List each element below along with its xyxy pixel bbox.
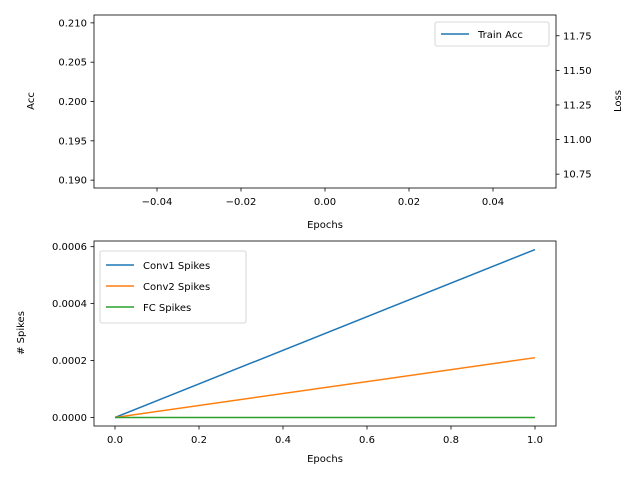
bottom-y-tick-label: 0.0002 <box>52 356 87 367</box>
bottom-x-tick-label: 0.4 <box>275 435 291 446</box>
bottom-legend: Conv1 Spikes Conv2 Spikes FC Spikes <box>99 250 247 324</box>
bottom-x-tick-label: 1.0 <box>527 435 543 446</box>
top-y-tick-label: 0.210 <box>58 18 87 29</box>
bottom-x-tick-label: 0.8 <box>443 435 459 446</box>
bottom-x-tick-label: 0.2 <box>191 435 207 446</box>
top-y2-tick-label: 11.00 <box>563 135 592 146</box>
bottom-y-tick-label: 0.0000 <box>52 413 87 424</box>
top-y-axis-label: Acc <box>26 92 37 110</box>
top-legend: Train Acc <box>434 21 550 47</box>
top-y2-ticks: 10.75 11.00 11.25 11.50 11.75 <box>556 31 592 181</box>
top-y-tick-label: 0.200 <box>58 97 87 108</box>
top-y2-tick-label: 11.75 <box>563 31 592 42</box>
top-x-axis-label: Epochs <box>307 220 343 231</box>
top-y2-tick-label: 10.75 <box>563 170 592 181</box>
bottom-x-ticks: 0.0 0.2 0.4 0.6 0.8 1.0 <box>107 426 543 446</box>
bottom-x-tick-label: 0.0 <box>107 435 123 446</box>
bottom-legend-label-conv1: Conv1 Spikes <box>143 261 210 272</box>
top-legend-label: Train Acc <box>477 30 523 41</box>
bottom-y-axis-label: # Spikes <box>16 311 27 355</box>
bottom-legend-box <box>99 250 247 324</box>
bottom-series-line-0 <box>114 248 536 419</box>
top-x-tick-label: 0.00 <box>314 197 336 208</box>
top-legend-box <box>434 21 550 47</box>
bottom-legend-label-fc: FC Spikes <box>143 303 191 314</box>
bottom-y-tick-label: 0.0006 <box>52 242 87 253</box>
top-y2-tick-label: 11.50 <box>563 66 592 77</box>
bottom-series <box>114 248 536 419</box>
bottom-y-tick-label: 0.0004 <box>52 299 87 310</box>
top-y2-axis-label: Loss <box>613 90 624 112</box>
top-y2-tick-label: 11.25 <box>563 100 592 111</box>
top-chart: −0.04 −0.02 0.00 0.02 0.04 0.1900.1950.2000.… <box>26 14 624 231</box>
top-x-tick-label: −0.02 <box>226 197 257 208</box>
top-y-tick-label: 0.205 <box>58 58 87 69</box>
bottom-series-line-1 <box>114 356 536 419</box>
top-x-tick-label: 0.04 <box>482 197 504 208</box>
top-x-tick-label: 0.02 <box>398 197 420 208</box>
top-x-tick-label: −0.04 <box>142 197 173 208</box>
bottom-chart: 0.0 0.2 0.4 0.6 0.8 1.0 0.00000.00020.00040.0… <box>16 240 557 465</box>
bottom-y-ticks: 0.0000 0.0002 0.0004 0.0006 <box>52 242 94 424</box>
top-x-ticks: −0.04 −0.02 0.00 0.02 0.04 <box>142 188 504 208</box>
bottom-legend-label-conv2: Conv2 Spikes <box>143 282 210 293</box>
top-y-tick-label: 0.195 <box>58 136 87 147</box>
top-y-ticks: 0.190 0.195 0.200 0.205 0.210 <box>58 18 94 187</box>
bottom-x-tick-label: 0.6 <box>359 435 375 446</box>
top-y-tick-label: 0.190 <box>58 176 87 187</box>
bottom-x-axis-label: Epochs <box>307 454 343 465</box>
